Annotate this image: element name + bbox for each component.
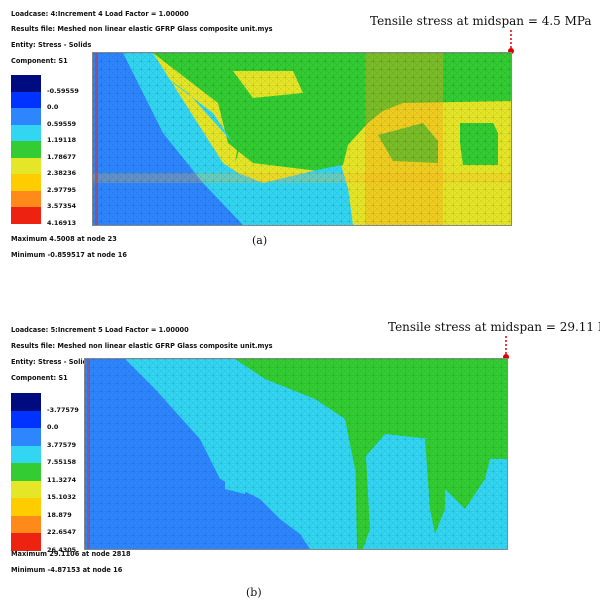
legend-tick-label: 4.16913: [47, 218, 77, 227]
legend-tick-label: 0.59559: [47, 119, 77, 128]
legend-swatch: [11, 515, 41, 533]
maximum-label: Maximum 29.1106 at node 2818: [11, 550, 131, 558]
legend-swatch: [11, 124, 41, 141]
caption: (b): [246, 586, 262, 599]
color-legend: -0.59559 0.0 0.59559 1.19118 1.78677 2.38236 2…: [11, 75, 101, 227]
legend-tick-label: 0.0: [47, 423, 59, 431]
color-legend: -3.77579 0.0 3.77579 7.55158 11.3274 15.1032 1…: [11, 393, 101, 554]
legend-tick-label: 0.0: [47, 103, 59, 111]
legend-swatch: [11, 75, 41, 92]
caption: (a): [252, 234, 268, 247]
minimum-label: Minimum -4.87153 at node 16: [11, 566, 123, 574]
legend-tick-label: 2.38236: [47, 169, 77, 177]
legend-swatch: [11, 141, 41, 158]
legend-tick-label: 2.97795: [47, 185, 77, 194]
legend-swatch: [11, 533, 41, 551]
legend-tick-label: 7.55158: [47, 458, 77, 466]
component-label: Component: S1: [11, 374, 68, 382]
legend-swatch: [11, 480, 41, 498]
legend-tick-label: 15.1032: [47, 493, 77, 501]
legend-tick-label: 3.77579: [47, 440, 77, 449]
legend-swatch: [11, 207, 41, 224]
panel-b: Loadcase: 5:Increment 5 Load Factor = 1.…: [0, 318, 600, 603]
midspan-annotation: Tensile stress at midspan = 29.11 MPa: [388, 320, 600, 334]
legend-swatch: [11, 174, 41, 191]
legend-swatch: [11, 428, 41, 446]
entity-label: Entity: Stress - Solids: [11, 358, 92, 366]
minimum-label: Minimum -0.859517 at node 16: [11, 251, 127, 259]
legend-swatch: [11, 498, 41, 516]
legend-swatch: [11, 157, 41, 174]
legend-swatch: [11, 190, 41, 207]
results-file-label: Results file: Meshed non linear elastic …: [11, 342, 273, 350]
legend-swatch: [11, 445, 41, 463]
panel-a: Loadcase: 4:Increment 4 Load Factor = 1.…: [0, 0, 600, 262]
loadcase-label: Loadcase: 4:Increment 4 Load Factor = 1.…: [11, 10, 189, 18]
loadcase-label: Loadcase: 5:Increment 5 Load Factor = 1.…: [11, 326, 189, 334]
legend-tick-label: 22.6547: [47, 528, 77, 536]
stress-contour-plot: [92, 52, 512, 226]
legend-tick-label: 1.78677: [47, 152, 77, 161]
legend-swatch: [11, 393, 41, 411]
midspan-annotation: Tensile stress at midspan = 4.5 MPa: [370, 14, 592, 28]
maximum-label: Maximum 4.5008 at node 23: [11, 235, 117, 243]
legend-swatch: [11, 410, 41, 428]
legend-swatch: [11, 91, 41, 108]
legend-swatch: [11, 108, 41, 125]
results-file-label: Results file: Meshed non linear elastic …: [11, 25, 273, 33]
legend-tick-label: 26.4305: [47, 545, 77, 554]
stress-contour-plot: [84, 358, 508, 550]
legend-tick-label: 11.3274: [47, 475, 77, 484]
legend-tick-label: 3.57354: [47, 202, 77, 210]
legend-tick-label: 1.19118: [47, 136, 77, 144]
entity-label: Entity: Stress - Solids: [11, 41, 92, 49]
component-label: Component: S1: [11, 57, 68, 65]
legend-swatch: [11, 463, 41, 481]
legend-tick-label: -0.59559: [47, 86, 79, 95]
legend-tick-label: 18.879: [47, 510, 72, 519]
legend-tick-label: -3.77579: [47, 405, 79, 414]
